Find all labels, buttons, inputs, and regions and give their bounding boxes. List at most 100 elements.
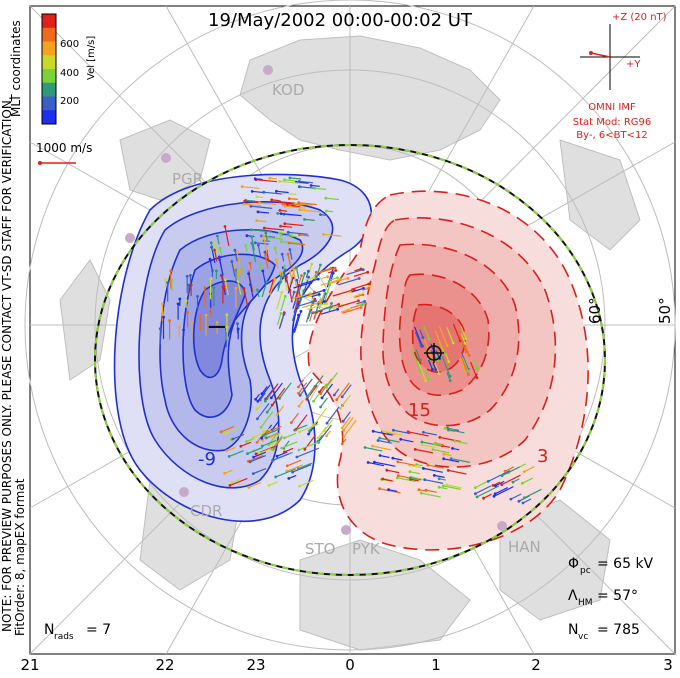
velocity-vector xyxy=(224,226,230,247)
velocity-vector-origin xyxy=(464,350,468,354)
velocity-vector-origin xyxy=(305,397,309,401)
velocity-vector xyxy=(253,451,267,458)
velocity-vector xyxy=(257,211,270,214)
velocity-vector xyxy=(279,180,302,185)
velocity-vector xyxy=(524,488,542,499)
velocity-vector-origin xyxy=(248,460,252,464)
velocity-vector-origin xyxy=(168,319,172,323)
velocity-vector-origin xyxy=(442,452,446,456)
velocity-vector-origin xyxy=(463,341,467,345)
velocity-vector-origin xyxy=(249,204,253,208)
velocity-vector xyxy=(438,325,448,346)
velocity-vector-origin xyxy=(285,464,289,468)
velocity-vector-origin xyxy=(493,492,497,496)
velocity-vector-origin xyxy=(433,442,437,446)
velocity-vector-origin xyxy=(392,428,395,432)
velocity-vector-origin xyxy=(339,407,342,410)
velocity-vector-origin xyxy=(441,484,445,488)
velocity-vector-origin xyxy=(256,288,259,292)
velocity-vector xyxy=(275,259,279,270)
velocity-vector-origin xyxy=(288,248,292,251)
velocity-vector xyxy=(325,197,340,201)
imf-vector xyxy=(590,52,611,58)
velocity-vector xyxy=(301,289,325,298)
velocity-vector-origin xyxy=(295,455,299,459)
velocity-vector xyxy=(311,310,322,315)
velocity-vector-origin xyxy=(340,442,344,446)
velocity-vector-origin xyxy=(236,268,240,272)
svg-text:= 57°: = 57° xyxy=(597,588,638,604)
velocity-vector xyxy=(411,350,421,372)
velocity-vector-origin xyxy=(248,261,252,265)
velocity-vector-origin xyxy=(322,429,326,433)
velocity-vector xyxy=(234,249,238,262)
station-marker-sto xyxy=(341,525,351,535)
velocity-vector xyxy=(342,411,351,422)
velocity-vector xyxy=(443,485,461,490)
velocity-vector-origin xyxy=(279,224,282,228)
velocity-vector-origin xyxy=(340,426,344,430)
velocity-vector xyxy=(269,279,276,296)
velocity-vector xyxy=(312,306,332,314)
velocity-vector xyxy=(422,444,436,449)
velocity-vector-origin xyxy=(319,213,322,217)
velocity-vector-origin xyxy=(417,488,421,492)
velocity-vector-origin xyxy=(449,457,453,461)
velocity-vector-origin xyxy=(298,393,302,397)
velocity-vector xyxy=(388,489,398,492)
velocity-vector xyxy=(266,251,270,263)
imf-model: Stat Mod: RG96 xyxy=(573,117,652,128)
imf-condition: By-, 6<BT<12 xyxy=(576,130,647,141)
velocity-vector xyxy=(285,205,306,209)
velocity-vector-origin xyxy=(215,269,218,273)
velocity-vector xyxy=(291,292,311,300)
velocity-vector-origin xyxy=(359,267,363,271)
velocity-vector xyxy=(298,462,313,470)
velocity-vector-origin xyxy=(363,446,367,449)
velocity-vector-origin xyxy=(307,269,310,273)
velocity-vector-origin xyxy=(253,241,257,245)
velocity-vector xyxy=(444,427,456,431)
velocity-vector-origin xyxy=(267,484,271,487)
velocity-vector-origin xyxy=(286,203,289,207)
velocity-vector-origin xyxy=(486,480,490,483)
velocity-vector xyxy=(470,361,478,378)
velocity-vector xyxy=(445,353,450,362)
velocity-vector-origin xyxy=(234,268,238,272)
velocity-vector-origin xyxy=(442,457,446,461)
station-pgr: PGR xyxy=(172,170,203,188)
velocity-vector xyxy=(263,428,281,436)
velocity-vector-origin xyxy=(297,185,301,189)
velocity-vector xyxy=(255,179,277,183)
svg-text:rads: rads xyxy=(54,632,74,642)
velocity-vector-origin xyxy=(334,269,338,272)
velocity-vector-origin xyxy=(523,496,526,500)
velocity-vector xyxy=(262,439,277,447)
velocity-vector xyxy=(377,439,392,444)
velocity-vector-origin xyxy=(319,263,322,267)
velocity-vector-origin xyxy=(270,447,274,451)
colorbar-swatch xyxy=(42,82,56,97)
velocity-vector xyxy=(279,232,293,235)
velocity-vector xyxy=(341,416,351,429)
colorbar-swatch xyxy=(42,14,56,29)
velocity-vector-origin xyxy=(308,292,312,295)
velocity-vector xyxy=(448,469,467,475)
velocity-vector-origin xyxy=(324,196,328,200)
velocity-vector xyxy=(301,278,319,285)
velocity-vector-origin xyxy=(523,470,526,473)
velocity-vector-origin xyxy=(363,300,366,303)
velocity-vector-origin xyxy=(336,307,339,311)
velocity-vector xyxy=(379,454,390,459)
velocity-vector-origin xyxy=(259,426,263,429)
velocity-vector xyxy=(231,479,241,484)
velocity-vector-origin xyxy=(293,428,297,432)
station-marker-kod xyxy=(263,65,273,75)
velocity-vector xyxy=(495,480,505,487)
velocity-vector-origin xyxy=(317,293,321,296)
velocity-vector xyxy=(297,379,305,388)
velocity-vector-origin xyxy=(520,481,524,485)
velocity-vector xyxy=(279,201,295,204)
velocity-vector-origin xyxy=(239,444,243,448)
velocity-vector-origin xyxy=(325,385,328,389)
